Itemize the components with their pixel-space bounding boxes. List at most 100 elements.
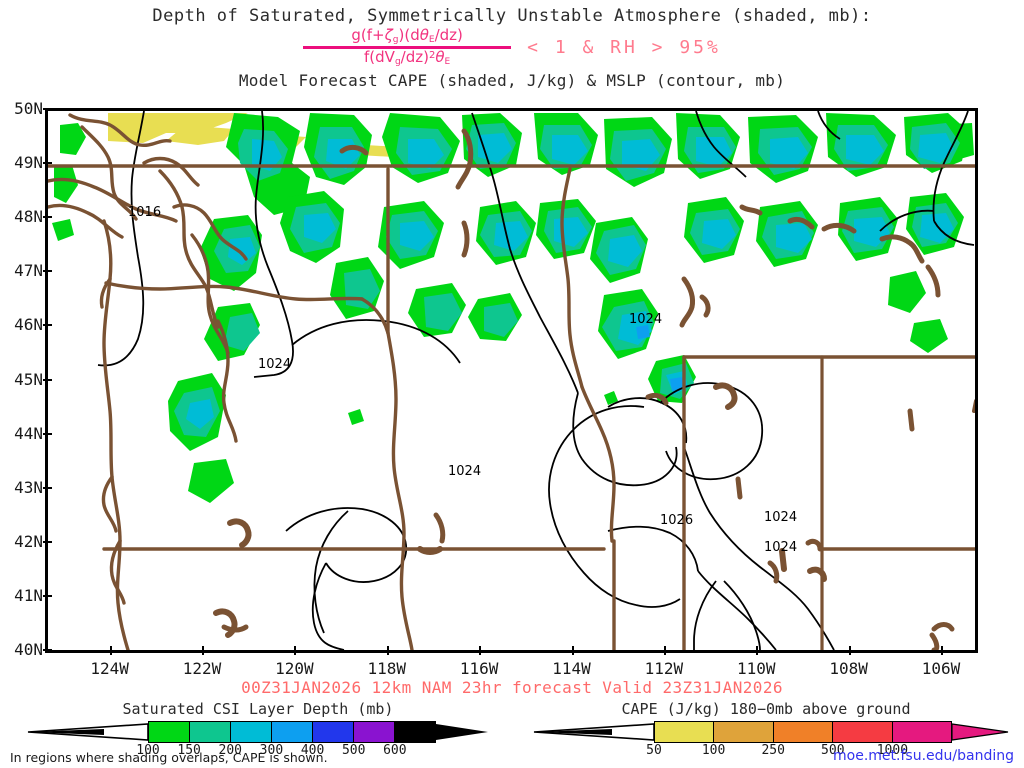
lat-tick-label: 42N — [14, 531, 43, 551]
contour-label: 1024 — [764, 510, 797, 525]
colorbar-csi-strip[interactable] — [18, 721, 498, 743]
fraction-bar — [303, 46, 512, 50]
lon-tick-label: 122W — [182, 659, 222, 678]
lat-tick-mark — [43, 216, 52, 219]
fraction-denominator: f(dVg/dz)2θE — [364, 48, 451, 68]
political-border-layer — [48, 113, 975, 650]
colorbar-cape[interactable]: CAPE (J/kg) 180−0mb above ground 50 100 25… — [520, 700, 1012, 760]
lon-tick-label: 120W — [275, 659, 314, 678]
colorbar-segment — [395, 722, 435, 742]
lon-tick-label: 118W — [367, 659, 407, 678]
colorbar-cape-strip[interactable] — [520, 721, 1012, 743]
lat-tick-label: 47N — [14, 261, 43, 281]
colorbar-tick-label: 500 — [821, 743, 845, 758]
page-title: Depth of Saturated, Symmetrically Unstab… — [152, 6, 872, 26]
lon-tick-label: 106W — [921, 659, 961, 678]
lon-tick-mark — [756, 646, 759, 655]
colorbar-tick-label: 1000 — [876, 743, 909, 758]
lat-tick-mark — [43, 649, 52, 651]
forecast-valid-line: 00Z31JAN2026 12km NAM 23hr forecast Vali… — [241, 678, 783, 697]
colorbar-tick-label: 400 — [300, 743, 325, 758]
lat-tick-mark — [43, 378, 52, 381]
contour-label: 1024 — [629, 312, 662, 327]
colorbar-segment — [773, 722, 834, 742]
lon-tick-mark — [941, 646, 944, 655]
overlap-footnote: In regions where shading overlaps, CAPE … — [10, 750, 328, 765]
equation-row: g(f+ζg)(dθE/dz) f(dVg/dz)2θE < 1 & RH > … — [0, 26, 1024, 68]
lon-tick-label: 116W — [459, 659, 499, 678]
colorbar-segment — [190, 722, 231, 742]
contour-label: 1026 — [660, 513, 693, 528]
mslp-contour-layer — [97, 111, 975, 650]
colorbar-csi-arrows — [27, 723, 488, 741]
colorbar-tick-label: 600 — [383, 743, 407, 758]
colorbar-segment — [354, 722, 395, 742]
colorbar-csi[interactable]: Saturated CSI Layer Depth (mb) 100 150 200… — [18, 700, 498, 760]
colorbar-segment — [833, 722, 893, 742]
lat-tick-label: 49N — [14, 153, 43, 173]
contour-label: 1024 — [764, 540, 797, 555]
lat-tick-label: 48N — [14, 207, 43, 227]
lat-tick-label: 41N — [14, 585, 43, 605]
colorbar-tick-label: 500 — [341, 743, 366, 758]
lon-tick-mark — [571, 646, 574, 655]
forecast-map[interactable]: 1016 1024 1024 1024 1026 1024 1024 1028 — [45, 108, 978, 653]
lat-tick-label: 45N — [14, 369, 43, 389]
lat-tick-mark — [43, 108, 52, 110]
colorbar-tick-label: 100 — [701, 743, 726, 758]
colorbar-cape-ticks: 50 100 250 500 1000 — [520, 743, 1012, 760]
lat-tick-label: 43N — [14, 477, 43, 497]
contour-label: 1024 — [448, 464, 481, 479]
lon-tick-mark — [202, 646, 205, 655]
colorbar-cape-segments — [654, 721, 952, 743]
colorbar-tick-label: 200 — [218, 743, 243, 758]
lat-tick-mark — [43, 270, 52, 273]
colorbar-segment — [892, 722, 952, 742]
colorbar-segment — [149, 722, 190, 742]
colorbar-tick-label: 300 — [259, 743, 284, 758]
fraction-numerator: g(f+ζg)(dθE/dz) — [351, 26, 463, 45]
lon-tick-label: 108W — [829, 659, 868, 678]
contour-label: 1024 — [258, 357, 291, 372]
site-link[interactable]: moe.met.fsu.edu/banding — [833, 748, 1014, 764]
lat-tick-mark — [43, 594, 52, 597]
subtitle: Model Forecast CAPE (shaded, J/kg) & MSL… — [238, 70, 786, 90]
colorbar-tick-label: 50 — [646, 743, 662, 758]
map-canvas[interactable]: 1016 1024 1024 1024 1026 1024 1024 1028 — [48, 111, 975, 650]
criterion-fraction: g(f+ζg)(dθE/dz) f(dVg/dz)2θE — [303, 26, 512, 68]
lon-tick-mark — [294, 646, 297, 655]
criterion-condition: < 1 & RH > 95% — [527, 37, 721, 59]
colorbar-segment — [231, 722, 272, 742]
longitude-axis: 124W 122W 120W 118W 116W 114W 112W 110W 108W 106W — [0, 646, 1024, 681]
lat-tick-label: 44N — [14, 423, 43, 443]
lat-tick-label: 40N — [14, 640, 43, 659]
lat-tick-mark — [43, 162, 52, 165]
latitude-axis: 50N 49N 48N 47N 46N 45N 44N 43N 42N 41N 40N — [0, 99, 52, 659]
colorbar-csi-title: Saturated CSI Layer Depth (mb) — [122, 700, 394, 718]
colorbar-segment — [655, 722, 715, 742]
lat-tick-label: 46N — [14, 315, 43, 335]
contour-label-layer: 1016 1024 1024 1024 1026 1024 1024 1028 — [128, 205, 797, 555]
lat-tick-mark — [43, 540, 52, 543]
colorbar-csi-segments — [148, 721, 436, 743]
lon-tick-mark — [848, 646, 851, 655]
colorbar-tick-label: 100 — [136, 743, 160, 758]
lon-tick-label: 112W — [644, 659, 684, 678]
colorbar-cape-title: CAPE (J/kg) 180−0mb above ground — [621, 700, 911, 718]
lat-tick-mark — [43, 432, 52, 435]
csi-shading-layer — [52, 113, 974, 503]
lat-tick-mark — [43, 324, 52, 327]
contour-label: 1016 — [128, 205, 161, 220]
colorbar-tick-label: 150 — [177, 743, 201, 758]
lat-tick-label: 50N — [14, 99, 43, 118]
lon-tick-label: 110W — [737, 659, 776, 678]
lon-tick-mark — [386, 646, 389, 655]
lon-tick-label: 124W — [90, 659, 129, 678]
title-block: Depth of Saturated, Symmetrically Unstab… — [0, 0, 1024, 90]
lon-tick-mark — [479, 646, 482, 655]
colorbar-segment — [313, 722, 354, 742]
colorbar-segment — [272, 722, 313, 742]
lon-tick-label: 114W — [552, 659, 591, 678]
lon-tick-mark — [109, 646, 112, 655]
colorbar-tick-label: 250 — [761, 743, 785, 758]
